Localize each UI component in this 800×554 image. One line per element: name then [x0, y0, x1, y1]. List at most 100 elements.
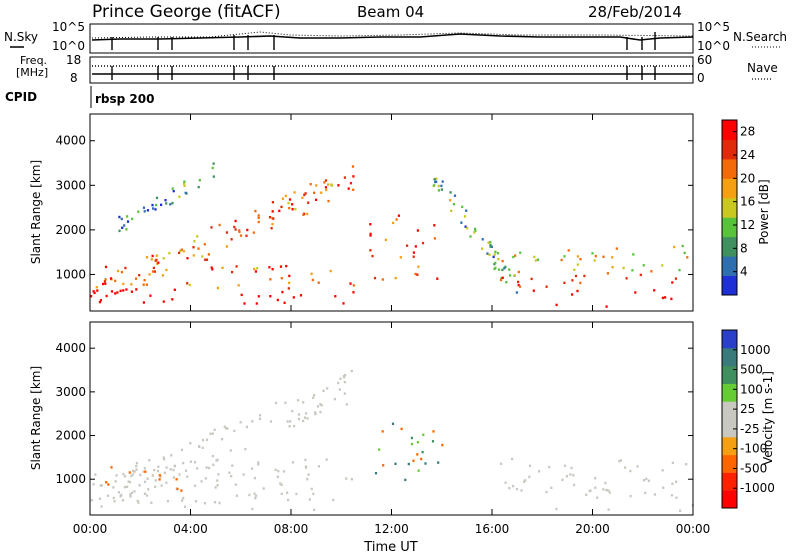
power-cell: [533, 255, 536, 259]
power-cell: [437, 189, 440, 192]
colorbar-swatch: [722, 236, 737, 257]
noise-drop-lines: [111, 32, 656, 50]
power-cell: [518, 285, 522, 288]
velocity-cell: [424, 462, 427, 465]
x-tick-label: 00:00: [73, 522, 108, 536]
velocity-cell: [107, 483, 110, 486]
velocity-cell: [310, 487, 313, 491]
colorbar-tick-label: 28: [740, 125, 755, 139]
velocity-cell: [653, 493, 656, 496]
velocity-cell: [624, 466, 627, 469]
power-cell: [138, 274, 141, 277]
colorbar-swatch: [722, 436, 737, 456]
velocity-cell: [181, 499, 184, 502]
velocity-cell: [344, 373, 347, 377]
power-cell: [243, 302, 246, 305]
power-cell: [255, 302, 258, 305]
velocity-cell: [121, 499, 124, 502]
power-cell: [505, 281, 508, 284]
power-cell: [634, 291, 637, 294]
power-cell: [681, 244, 684, 248]
velocity-cell: [561, 478, 564, 481]
velocity-cell: [150, 501, 153, 504]
velocity-cell: [198, 445, 201, 448]
velocity-cell: [308, 498, 311, 501]
velocity-cell: [178, 473, 181, 476]
power-cell: [235, 265, 238, 268]
velocity-cell: [129, 493, 132, 496]
power-cell: [317, 281, 320, 284]
velocity-cell: [421, 450, 424, 454]
power-cell: [183, 180, 186, 183]
power-cell: [417, 265, 420, 268]
velocity-cell: [297, 413, 300, 416]
power-cell: [120, 217, 123, 221]
power-cell: [254, 209, 257, 213]
power-cell: [474, 227, 477, 231]
power-cell: [126, 220, 130, 223]
power-cell: [131, 217, 134, 221]
y-tick-label: 4000: [55, 341, 86, 355]
power-cell: [257, 220, 260, 224]
power-cell: [162, 300, 165, 303]
power-cell: [352, 175, 355, 178]
power-cell: [369, 249, 372, 252]
power-cell: [105, 294, 108, 298]
velocity-cell: [205, 466, 208, 469]
velocity-cell: [176, 487, 179, 491]
power-cell: [245, 234, 248, 237]
power-cell: [153, 270, 156, 273]
velocity-cell: [194, 484, 197, 487]
velocity-cell: [138, 484, 141, 487]
velocity-cell: [135, 468, 138, 471]
power-cell: [517, 280, 520, 284]
power-cell: [95, 286, 98, 289]
power-cell: [576, 289, 579, 293]
power-cell: [488, 253, 491, 256]
power-cell: [369, 232, 372, 236]
power-cell: [160, 203, 163, 206]
power-cell: [381, 278, 384, 281]
velocity-cell: [112, 496, 115, 500]
colorbar-tick-label: -25: [740, 422, 760, 436]
power-cell: [490, 245, 493, 248]
power-cell: [474, 229, 477, 232]
velocity-cell: [277, 469, 280, 473]
power-cell: [515, 291, 518, 294]
velocity-cell: [302, 419, 305, 423]
power-cell: [270, 227, 273, 230]
power-cell: [205, 258, 209, 261]
velocity-cell: [133, 490, 136, 493]
power-cell: [583, 274, 586, 278]
power-cell: [292, 296, 295, 299]
power-cell: [237, 284, 240, 287]
power-cell: [674, 277, 677, 280]
velocity-cell: [251, 420, 254, 423]
power-cell: [104, 278, 107, 281]
velocity-cell: [163, 471, 166, 474]
power-cell: [179, 249, 182, 252]
velocity-cell: [528, 475, 531, 479]
velocity-cell: [671, 482, 674, 485]
power-cell: [334, 295, 337, 298]
velocity-cell: [122, 473, 125, 476]
power-cell: [579, 258, 582, 261]
power-cell: [678, 268, 681, 272]
colorbar-swatch: [722, 139, 737, 160]
velocity-cell: [594, 477, 597, 480]
velocity-cell: [297, 399, 300, 402]
power-cell: [369, 234, 372, 237]
power-cell: [395, 218, 398, 221]
colorbar-tick-label: 100: [740, 382, 763, 396]
colorbar-swatch: [722, 330, 737, 349]
power-cell: [192, 254, 195, 257]
velocity-cell: [196, 467, 199, 470]
colorbar-swatch: [722, 275, 737, 296]
power-cell: [622, 266, 625, 270]
power-cell: [90, 295, 93, 298]
colorbar-swatch: [722, 383, 737, 402]
power-cell: [653, 289, 656, 292]
velocity-cell: [224, 426, 228, 430]
velocity-cell: [143, 480, 147, 484]
